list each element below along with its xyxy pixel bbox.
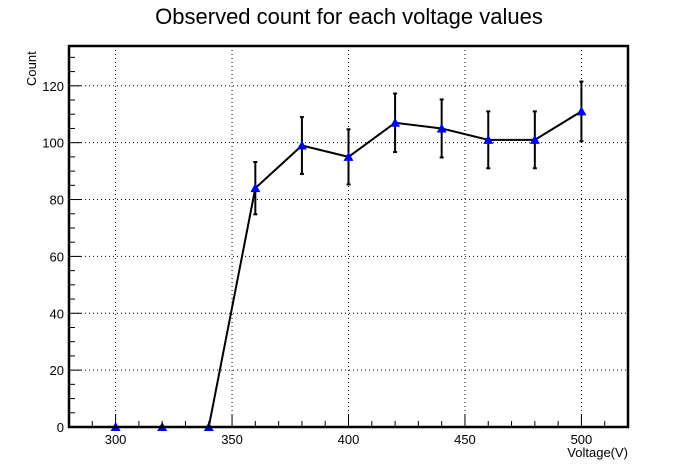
y-tick-label: 80	[50, 193, 64, 208]
chart-title: Observed count for each voltage values	[155, 4, 543, 29]
data-point-marker	[483, 134, 494, 144]
x-tick-label: 400	[338, 432, 360, 447]
y-tick-label: 120	[42, 79, 64, 94]
y-tick-label: 60	[50, 249, 64, 264]
axes: 0 20 40 60 80 100 120 300 350 400 450 500	[42, 44, 630, 447]
y-tick-label: 100	[42, 136, 64, 151]
data-point-marker	[343, 151, 354, 161]
data-point-marker	[436, 123, 447, 133]
x-tick-label: 500	[571, 432, 593, 447]
y-tick-label: 0	[57, 420, 64, 435]
plot-frame	[67, 44, 630, 429]
y-tick-label: 40	[50, 306, 64, 321]
x-axis-label: Voltage(V)	[567, 445, 628, 460]
y-tick-label: 20	[50, 363, 64, 378]
x-tick-label: 350	[221, 432, 243, 447]
data-point-marker	[390, 117, 401, 127]
data-point-marker	[576, 106, 587, 116]
data-point-marker	[250, 183, 261, 193]
x-tick-label: 450	[454, 432, 476, 447]
data-point-marker	[529, 134, 540, 144]
x-tick-label: 300	[105, 432, 127, 447]
grid-lines	[69, 46, 628, 427]
data-point-marker	[296, 140, 307, 150]
y-axis-label: Count	[24, 51, 39, 86]
